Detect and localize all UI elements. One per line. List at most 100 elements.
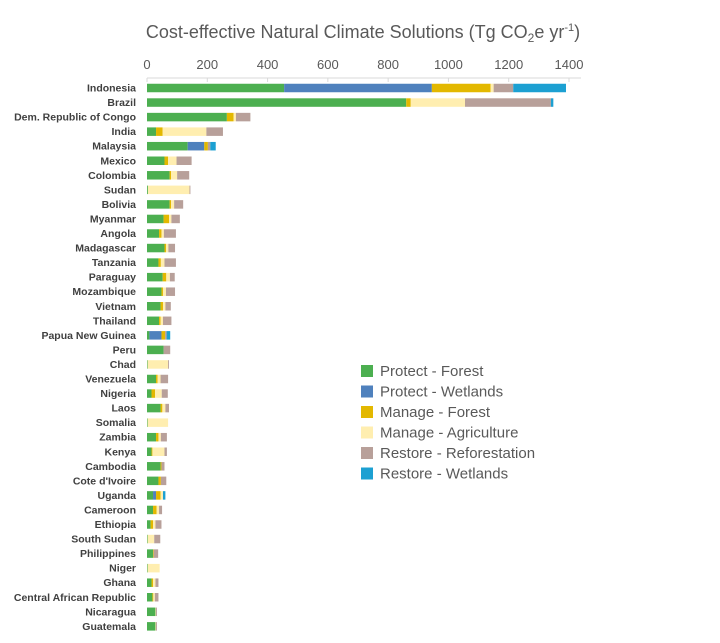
bar-segment [147, 127, 157, 136]
chart-title-end: ) [574, 22, 580, 42]
bar-segment [147, 112, 227, 122]
bar-segment [165, 302, 171, 311]
legend-swatch [361, 426, 373, 439]
bar-segment [147, 418, 148, 427]
bar-segment [156, 127, 163, 136]
legend-swatch [361, 467, 373, 480]
bar-segment [147, 258, 159, 267]
legend-label: Restore - Wetlands [380, 466, 508, 483]
bar-segment [171, 214, 180, 224]
category-axis: Indonesia Brazil Dem. Republic of Congo Ind… [14, 83, 136, 633]
category-label: Cote d'Ivoire [73, 475, 136, 487]
bar-segment [160, 432, 167, 442]
category-label: Malaysia [92, 141, 136, 153]
x-tick-label: 1000 [434, 57, 463, 72]
bar-segment [163, 345, 171, 355]
chart-title: Cost-effective Natural Climate Solutions… [146, 22, 580, 45]
bar-segment [171, 200, 175, 209]
category-label: South Sudan [71, 534, 136, 546]
category-label: India [111, 126, 136, 138]
bar-segment [169, 171, 172, 180]
category-label: Ethiopia [95, 519, 137, 531]
bar-segment [160, 403, 163, 413]
bar-segment [147, 331, 150, 340]
bar-segment [164, 243, 166, 253]
bar-segment [156, 622, 157, 631]
bar-segment [147, 593, 153, 602]
bar-segment [147, 214, 164, 224]
bar-segment [147, 316, 160, 326]
bar-segment [160, 302, 163, 311]
bar-segment [155, 389, 162, 398]
category-label: Niger [109, 563, 136, 575]
bar-segment [147, 578, 152, 587]
legend-swatch [361, 406, 373, 418]
bar-segment [147, 200, 170, 209]
bar-segment [152, 447, 165, 456]
bar-segment [147, 403, 161, 413]
bar-segment [493, 83, 514, 93]
bar-segment [158, 258, 161, 267]
bar-segment [156, 505, 160, 515]
bar-segment [147, 563, 148, 573]
bar-segment [153, 549, 159, 558]
bar-segment [155, 607, 157, 617]
bar-segment [410, 98, 466, 107]
bar-segment [161, 287, 163, 296]
bar-segment [156, 432, 159, 442]
bar-segment [153, 520, 156, 529]
bar-segment [174, 200, 184, 209]
bar-segment [147, 98, 407, 107]
x-tick-label: 600 [317, 57, 339, 72]
bar-segment [171, 171, 178, 180]
bar-segment [147, 534, 148, 544]
category-label: Cameroon [84, 504, 136, 516]
bar-segment [150, 520, 154, 529]
bar-segment [164, 156, 169, 165]
bar-segment [147, 345, 164, 355]
bar-segment [165, 243, 169, 253]
legend-label: Manage - Agriculture [380, 425, 518, 442]
bar-segment [160, 258, 165, 267]
category-label: Nicaragua [85, 606, 136, 618]
bar-segment [161, 229, 164, 238]
bar-segment [204, 141, 208, 151]
legend-swatch [361, 447, 373, 459]
bar-segment [550, 98, 554, 107]
bar-segment [162, 316, 172, 326]
bar-segment [431, 83, 491, 93]
legend-label: Manage - Forest [380, 404, 491, 421]
category-label: Uganda [97, 490, 136, 502]
bar-segment [147, 549, 154, 558]
bar-segment [153, 491, 157, 500]
bar-segment [187, 141, 205, 151]
category-label: Sudan [104, 184, 136, 196]
legend-label: Protect - Wetlands [380, 384, 503, 401]
bar-segment [147, 185, 190, 195]
bar-segment [158, 476, 161, 486]
x-tick-label: 800 [377, 57, 399, 72]
category-label: Colombia [88, 170, 136, 182]
category-label: Paraguay [89, 272, 136, 284]
category-label: Tanzania [92, 257, 136, 269]
bar-segment [166, 272, 170, 282]
category-label: Angola [100, 228, 136, 240]
bar-segment [169, 214, 172, 224]
bar-segment [156, 374, 158, 384]
bar-segment [406, 98, 411, 107]
bar-segment [147, 520, 151, 529]
bar-segment [164, 258, 176, 267]
bar-segment [165, 287, 176, 296]
legend-label: Restore - Reforestation [380, 445, 535, 462]
category-label: Madagascar [75, 243, 136, 255]
bar-segment [147, 360, 169, 369]
bar-segment [147, 476, 159, 486]
category-label: Peru [113, 344, 136, 356]
chart-title-main: Cost-effective Natural Climate Solutions… [146, 22, 528, 42]
category-label: Zambia [99, 432, 136, 444]
bar-segment [162, 403, 166, 413]
category-label: Chad [110, 359, 136, 371]
bar-segment [162, 127, 207, 136]
bar-segment [210, 141, 216, 151]
